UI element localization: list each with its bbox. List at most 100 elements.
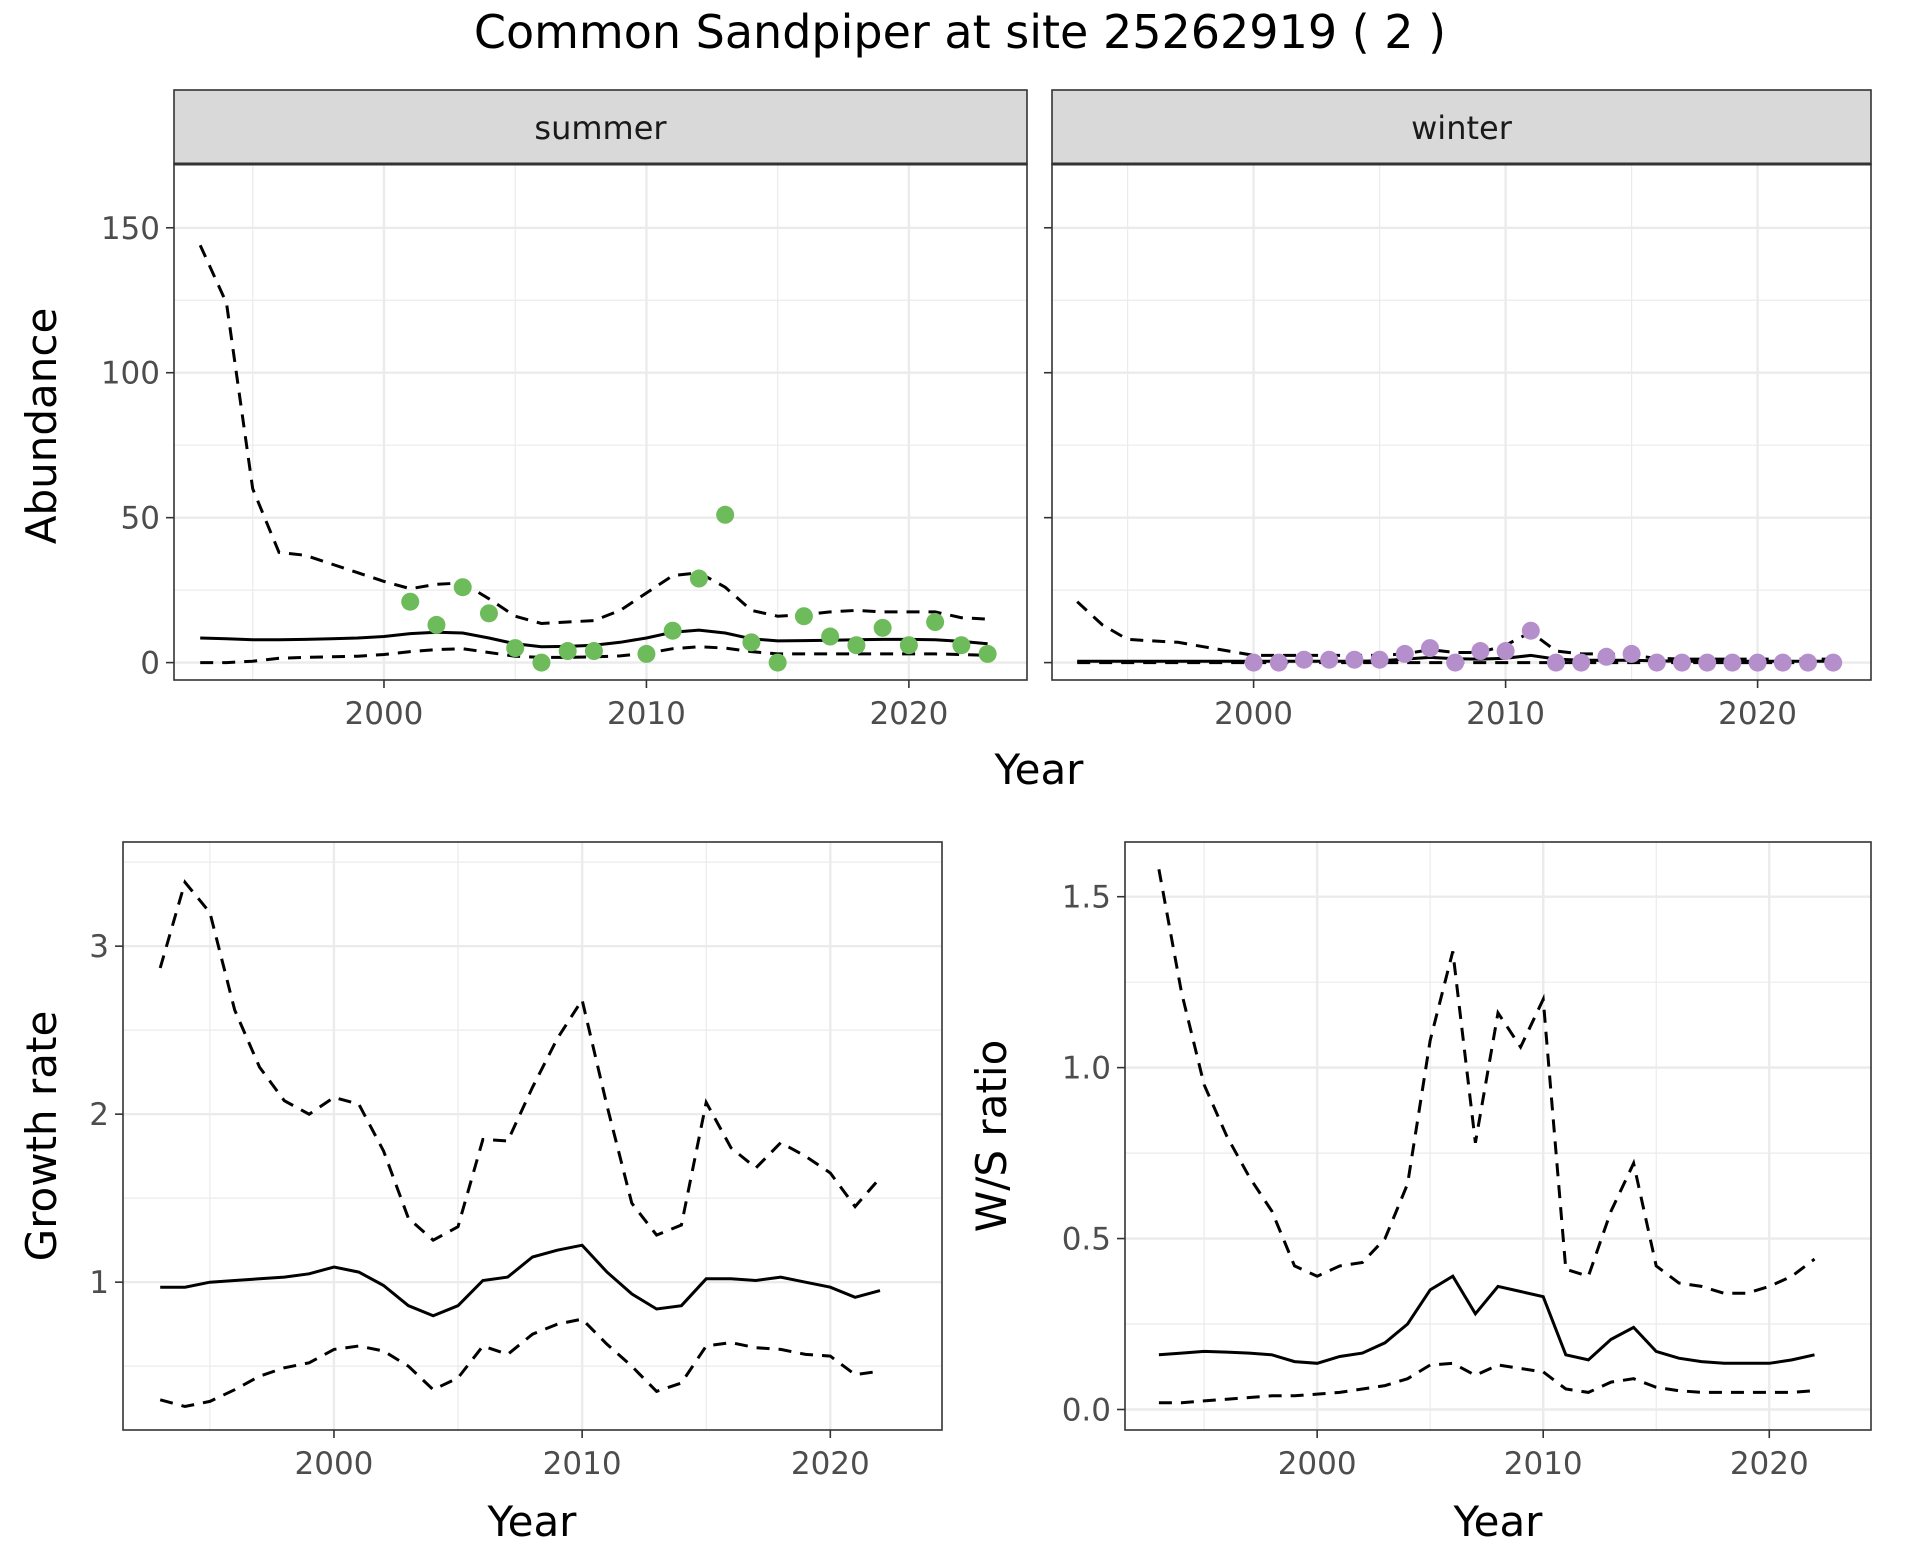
observed-point xyxy=(689,569,708,588)
series-upper-line xyxy=(1076,600,1834,661)
observed-point xyxy=(663,621,682,640)
observed-point xyxy=(873,618,892,637)
observed-points xyxy=(1244,621,1843,672)
grid xyxy=(1125,842,1871,1430)
grid xyxy=(1052,164,1871,680)
x-tick-label: 2010 xyxy=(607,696,686,732)
chart-title: Common Sandpiper at site 25262919 ( 2 ) xyxy=(474,5,1446,59)
observed-point xyxy=(742,633,761,652)
observed-point xyxy=(1471,642,1490,661)
observed-point xyxy=(1773,653,1792,672)
observed-point xyxy=(1673,653,1691,672)
x-tick-label: 2000 xyxy=(345,696,424,732)
grid xyxy=(174,164,1027,680)
observed-point xyxy=(847,636,866,655)
observed-point xyxy=(584,642,603,661)
series-upper-line xyxy=(198,244,988,626)
grid xyxy=(123,842,942,1430)
observed-point xyxy=(1269,653,1288,672)
panel-border xyxy=(173,163,1028,681)
panel-ws-ratio: 2000 2010 2020 0.0 0.5 1.0 1.5 xyxy=(1062,841,1872,1482)
top-x-axis-title: Year xyxy=(994,745,1085,794)
observed-point xyxy=(1370,650,1389,669)
x-tick-label: 2020 xyxy=(791,1446,870,1482)
growth-x-axis-title: Year xyxy=(487,1497,578,1546)
observed-point xyxy=(1572,653,1591,672)
observed-point xyxy=(1295,650,1313,669)
facet-strip xyxy=(173,89,1028,165)
top-y-axis-title: Abundance xyxy=(17,308,66,545)
y-tick-label: 0 xyxy=(140,646,160,682)
observed-point xyxy=(1395,644,1414,663)
x-tick-label: 2020 xyxy=(1730,1446,1809,1482)
panel-summer: 2000 2010 2020 0 50 100 150 summer xyxy=(101,89,1028,732)
observed-point xyxy=(1824,653,1843,672)
y-tick-label: 0.0 xyxy=(1062,1392,1111,1428)
panel-winter: 2000 2010 2020 winter xyxy=(1044,89,1872,732)
observed-point xyxy=(794,607,813,626)
observed-point xyxy=(1421,639,1439,658)
observed-point xyxy=(1320,650,1339,669)
x-tick-label: 2020 xyxy=(1718,696,1797,732)
observed-point xyxy=(821,627,840,646)
observed-point xyxy=(1748,653,1767,672)
growth-y-axis-title: Growth rate xyxy=(17,1011,66,1262)
y-tick-label: 1.0 xyxy=(1062,1051,1111,1087)
observed-point xyxy=(1647,653,1666,672)
series-estimate-line xyxy=(1158,1274,1815,1365)
x-tick-label: 2000 xyxy=(1214,696,1293,732)
observed-point xyxy=(479,604,498,623)
observed-point xyxy=(978,644,997,663)
facet-strip xyxy=(1051,89,1872,165)
x-tick-label: 2010 xyxy=(1466,696,1545,732)
facet-strip-label: winter xyxy=(1411,109,1513,147)
observed-point xyxy=(1622,644,1641,663)
observed-point xyxy=(453,578,472,597)
observed-point xyxy=(1496,642,1515,661)
observed-points xyxy=(401,505,997,672)
observed-point xyxy=(1446,653,1465,672)
x-tick-label: 2010 xyxy=(543,1446,622,1482)
y-tick-label: 50 xyxy=(121,501,160,537)
y-tick-label: 100 xyxy=(101,356,160,392)
observed-point xyxy=(1521,621,1540,640)
y-tick-label: 3 xyxy=(89,929,109,965)
observed-point xyxy=(768,653,787,672)
y-tick-label: 0.5 xyxy=(1062,1222,1111,1258)
observed-point xyxy=(952,636,971,655)
observed-point xyxy=(1345,650,1364,669)
ratio-x-axis-title: Year xyxy=(1453,1497,1544,1546)
observed-point xyxy=(637,644,656,663)
x-tick-label: 2020 xyxy=(869,696,948,732)
series-upper-line xyxy=(1157,869,1816,1295)
panel-border xyxy=(1124,841,1872,1431)
series-lower-line xyxy=(159,1317,881,1409)
observed-point xyxy=(401,592,420,611)
series-lower-line xyxy=(1158,1361,1815,1405)
series-upper-line xyxy=(158,879,882,1243)
observed-point xyxy=(1723,653,1742,672)
observed-point xyxy=(1698,653,1717,672)
series-estimate-line xyxy=(160,1243,881,1318)
observed-point xyxy=(1799,653,1817,672)
observed-point xyxy=(1597,647,1616,666)
y-tick-label: 150 xyxy=(101,211,160,247)
ratio-y-axis-title: W/S ratio xyxy=(967,1040,1016,1233)
facet-strip-label: summer xyxy=(534,109,667,147)
panel-growth-rate: 2000 2010 2020 1 2 3 xyxy=(89,841,943,1482)
x-tick-label: 2010 xyxy=(1504,1446,1583,1482)
observed-point xyxy=(506,639,525,658)
y-tick-label: 2 xyxy=(89,1097,109,1133)
observed-point xyxy=(532,653,551,672)
observed-point xyxy=(427,615,446,634)
y-tick-label: 1 xyxy=(89,1265,109,1301)
observed-point xyxy=(558,642,577,661)
observed-point xyxy=(926,613,945,632)
observed-point xyxy=(1244,653,1263,672)
observed-point xyxy=(716,505,735,524)
x-tick-label: 2000 xyxy=(1278,1446,1357,1482)
x-tick-label: 2000 xyxy=(295,1446,374,1482)
observed-point xyxy=(1547,653,1565,672)
panel-border xyxy=(1051,163,1872,681)
